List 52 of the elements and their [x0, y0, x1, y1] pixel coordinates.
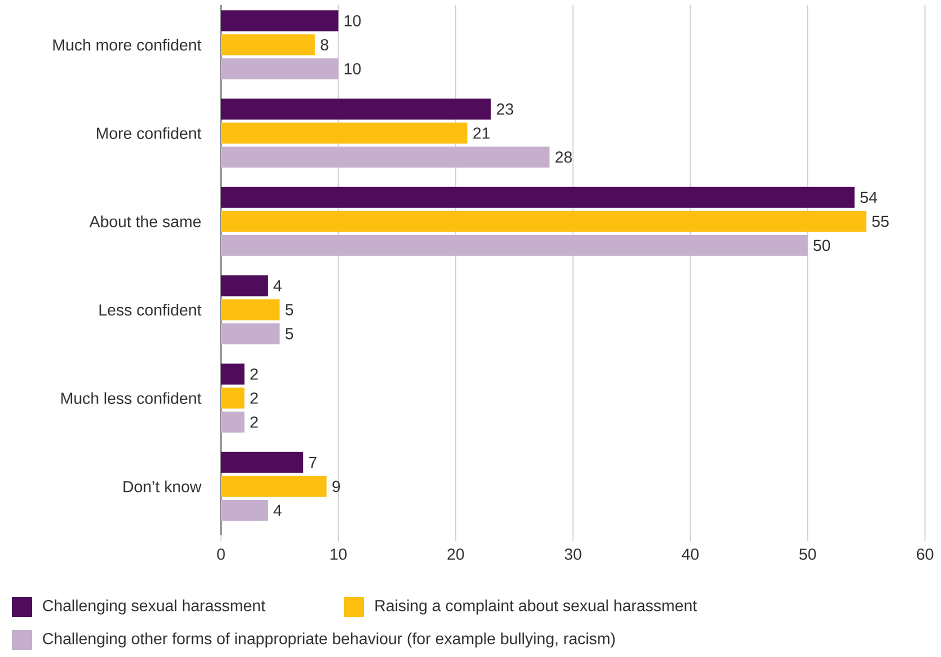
y-tick-label: Less confident: [100, 304, 202, 316]
bar: [220, 364, 244, 385]
bar: [220, 210, 866, 232]
legend-label: Challenging other forms of inappropriate behaviour (for example bullying, racism): [43, 632, 615, 648]
y-tick-label: Don’t know: [124, 480, 202, 492]
bar: [220, 388, 244, 409]
y-tick-label: About the same: [89, 216, 201, 228]
data-label: 10: [344, 63, 361, 74]
bar: [220, 412, 244, 433]
bar: [220, 58, 338, 80]
x-tick-label: 0: [217, 548, 225, 560]
data-label: 5: [286, 328, 294, 340]
data-label: 2: [250, 416, 258, 428]
bar: [220, 146, 550, 168]
y-tick-label: More confident: [96, 127, 202, 139]
data-label: 9: [332, 480, 340, 492]
x-tick-label: 30: [564, 548, 582, 560]
data-label: 10: [344, 15, 361, 26]
data-label: 7: [309, 456, 316, 468]
bar: [220, 98, 491, 120]
x-tick-label: 50: [799, 548, 816, 560]
data-label: 4: [274, 504, 282, 516]
bar: [220, 10, 338, 32]
y-tick-label: Much more confident: [53, 38, 202, 51]
x-tick-label: 40: [682, 548, 699, 560]
bar: [220, 275, 268, 296]
data-label: 21: [473, 128, 490, 139]
bar: [220, 186, 855, 208]
bar: [220, 476, 327, 497]
bar: [220, 34, 315, 56]
data-label: 4: [274, 280, 282, 292]
x-tick-label: 20: [448, 548, 464, 560]
bar: [220, 323, 280, 344]
bar: [220, 452, 304, 473]
legend-label: Raising a complaint about sexual harassment: [376, 600, 697, 614]
data-label: 23: [496, 103, 514, 115]
y-tick-label: Much less confident: [61, 392, 202, 404]
data-label: 50: [814, 240, 830, 252]
data-label: 55: [872, 216, 889, 227]
bar: [220, 122, 468, 144]
data-label: 28: [556, 151, 572, 163]
x-tick-label: 60: [916, 548, 934, 560]
legend-label: Challenging sexual harassment: [43, 600, 266, 614]
x-tick-label: 10: [330, 548, 347, 560]
data-label: 2: [250, 392, 258, 404]
bar: [220, 299, 280, 320]
data-label: 5: [286, 304, 294, 316]
data-label: 54: [860, 192, 878, 203]
data-label: 8: [320, 39, 328, 50]
bar: [220, 234, 808, 256]
data-label: 2: [250, 368, 258, 380]
bar: [220, 500, 268, 521]
